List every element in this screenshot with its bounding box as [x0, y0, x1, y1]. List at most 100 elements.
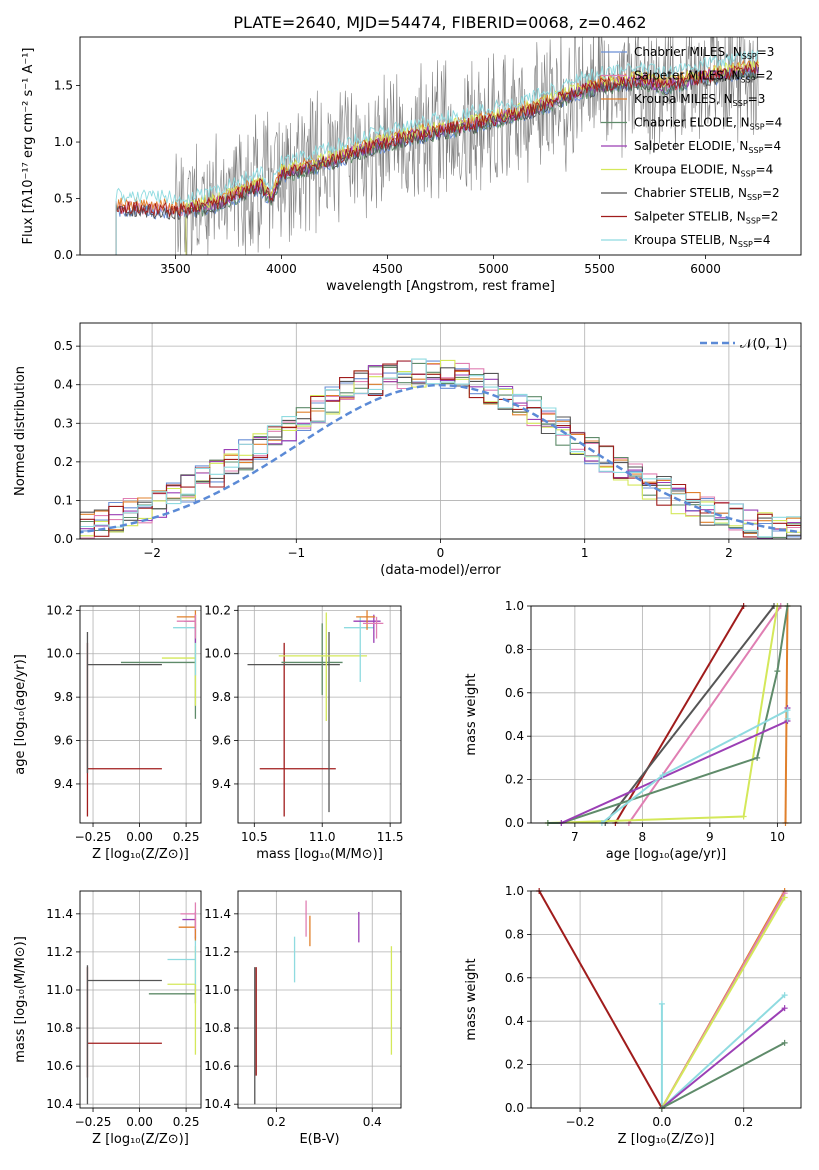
weight-marker-kroupa_stelib	[784, 715, 791, 722]
model-kroupa_elodie	[185, 60, 760, 255]
x-tick-label: 0	[437, 546, 445, 560]
model-salpeter_stelib	[115, 61, 759, 255]
histogram-steps	[80, 358, 801, 539]
x-tick-label: 11.0	[309, 830, 336, 844]
y-tick-label: 0.1	[54, 493, 73, 507]
weight-line-chabrier_stelib	[604, 605, 775, 824]
x-tick-label: 0.25	[173, 830, 200, 844]
spectrum-frame	[79, 36, 802, 256]
mass_vs_Z-errorbars	[86, 902, 197, 1105]
weight-marker-kroupa_elodie	[740, 813, 747, 820]
weight_vs_Z-ylabel: mass weight	[464, 958, 479, 1040]
y-tick-label: 11.0	[204, 983, 231, 997]
y-tick-label: 10.4	[204, 1097, 231, 1111]
mass_vs_ebv-axes: 0.2 0.4 10.4 10.6 10.8 11.0 11.2 11.4	[204, 891, 401, 1129]
y-tick-label: 9.8	[54, 690, 73, 704]
y-tick-label: 10.2	[46, 603, 73, 617]
mass_vs_Z-xlabel: Z [log₁₀(Z/Z⊙)]	[92, 1132, 189, 1147]
y-tick-label: 0.5	[54, 192, 73, 206]
y-tick-label: 11.0	[46, 983, 73, 997]
legend-label: Kroupa ELODIE, NSSP=4	[634, 163, 773, 179]
model-kroupa_stelib	[115, 49, 760, 255]
x-tick-label: 10	[770, 830, 785, 844]
y-tick-label: 9.8	[212, 690, 231, 704]
mass_vs_ebv-errorbars	[254, 900, 393, 1105]
y-tick-label: 0.0	[505, 1101, 524, 1115]
y-tick-label: 0.0	[54, 248, 73, 262]
spectrum-axes: 3500 4000 4500 5000 5500 6000 0.0 0.5 1.0 1.5	[54, 79, 721, 276]
x-tick-label: 0.2	[267, 1115, 286, 1129]
age_vs_mass-frame	[237, 605, 402, 824]
x-tick-label: 4500	[372, 262, 403, 276]
weight-line-chabrier_elodie	[547, 605, 789, 824]
figure-title: PLATE=2640, MJD=54474, FIBERID=0068, z=0…	[233, 13, 646, 32]
y-tick-label: 10.6	[204, 1059, 231, 1073]
age_vs_Z-ylabel: age [log₁₀(age/yr)]	[13, 654, 28, 775]
weight-marker-kroupa_stelib	[659, 772, 666, 779]
y-tick-label: 1.5	[54, 79, 73, 93]
x-tick-label: −1	[287, 546, 305, 560]
weight-marker-kroupa_stelib	[781, 992, 788, 999]
y-tick-label: 0.5	[54, 339, 73, 353]
y-tick-label: 11.2	[46, 945, 73, 959]
legend-label: Chabrier ELODIE, NSSP=4	[634, 116, 782, 132]
y-tick-label: 0.6	[505, 971, 524, 985]
x-tick-label: 10.5	[241, 830, 268, 844]
mass_vs_Z-frame	[79, 890, 202, 1109]
age_vs_mass-errorbars	[247, 610, 384, 817]
y-tick-label: 11.4	[46, 907, 73, 921]
legend-label: 𝒩(0, 1)	[740, 337, 787, 352]
weight_vs_age-frame	[530, 605, 802, 824]
x-tick-label: 5500	[584, 262, 615, 276]
histogram-kroupa_stelib	[80, 358, 801, 539]
x-tick-label: 3500	[160, 262, 191, 276]
y-tick-label: 10.0	[46, 647, 73, 661]
weight-line-salpeter_stelib	[538, 890, 663, 1109]
weight_vs_Z-frame	[530, 890, 802, 1109]
weight-marker-chabrier_elodie	[754, 754, 761, 761]
x-tick-label: −0.25	[75, 1115, 112, 1129]
mass_vs_ebv-xlabel: E(B-V)	[299, 1132, 339, 1147]
y-tick-label: 0.8	[505, 927, 524, 941]
x-tick-label: 0.00	[126, 1115, 153, 1129]
age_vs_mass-axes: 10.5 11.0 11.5 9.4 9.6 9.8 10.0 10.2	[204, 603, 403, 844]
spectrum-ylabel: Flux [fλ10⁻¹⁷ erg cm⁻² s⁻¹ A⁻¹]	[21, 48, 36, 245]
age_vs_Z-axes: −0.25 0.00 0.25 9.4 9.6 9.8 10.0 10.2	[46, 603, 201, 844]
spectrum-xlabel: wavelength [Angstrom, rest frame]	[326, 279, 555, 294]
spectrum-lines	[115, 37, 760, 255]
weight-marker-kroupa_stelib	[658, 1000, 665, 1007]
weight_vs_Z-xlabel: Z [log₁₀(Z/Z⊙)]	[618, 1132, 715, 1147]
weight-marker-chabrier_elodie	[774, 668, 781, 675]
weight-line-kroupa_elodie	[661, 896, 786, 1109]
y-tick-label: 1.0	[505, 884, 524, 898]
weight_vs_age-ylabel: mass weight	[464, 673, 479, 755]
x-tick-label: −0.2	[566, 1115, 595, 1129]
y-tick-label: 10.0	[204, 647, 231, 661]
y-tick-label: 10.4	[46, 1097, 73, 1111]
age_vs_Z-frame	[79, 605, 202, 824]
x-tick-label: 9	[706, 830, 714, 844]
x-tick-label: 6000	[690, 262, 721, 276]
age_vs_Z-errorbars	[86, 610, 197, 817]
legend-label: Kroupa STELIB, NSSP=4	[634, 233, 771, 249]
residuals-frame	[79, 322, 802, 540]
weight-line-salpeter_elodie	[560, 708, 789, 824]
normal-reference-curve	[80, 383, 801, 534]
x-tick-label: 0.0	[652, 1115, 671, 1129]
y-tick-label: 10.2	[204, 603, 231, 617]
legend-label: Salpeter STELIB, NSSP=2	[634, 210, 778, 226]
x-tick-label: 7	[571, 830, 579, 844]
residuals-ylabel: Normed distribution	[13, 366, 28, 496]
age_vs_mass-xlabel: mass [log₁₀(M/M⊙)]	[256, 847, 383, 862]
legend-label: Chabrier MILES, NSSP=3	[634, 45, 774, 61]
residuals-axes: −2 −1 0 1 2 0.0 0.1 0.2 0.3 0.4 0.5	[54, 323, 801, 560]
x-tick-label: 2	[725, 546, 733, 560]
weight-line-salpeter_elodie	[661, 1007, 786, 1109]
y-tick-label: 11.2	[204, 945, 231, 959]
residuals-xlabel: (data-model)/error	[380, 563, 501, 578]
legend-label: Chabrier STELIB, NSSP=2	[634, 186, 780, 202]
legend-label: Salpeter MILES, NSSP=2	[634, 69, 773, 85]
y-tick-label: 0.2	[505, 773, 524, 787]
y-tick-label: 0.3	[54, 416, 73, 430]
y-tick-label: 1.0	[54, 135, 73, 149]
